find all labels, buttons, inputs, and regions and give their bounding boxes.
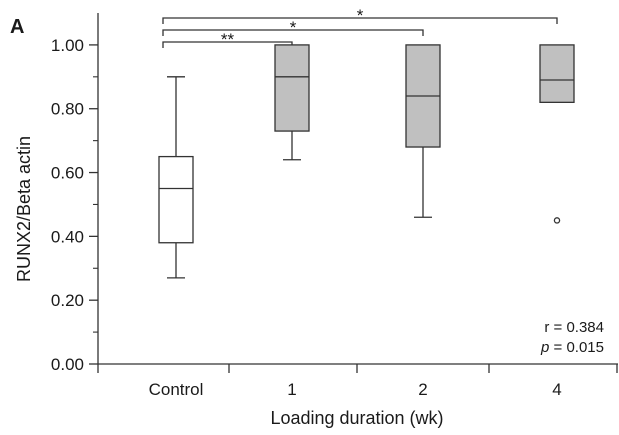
- x-axis-title: Loading duration (wk): [270, 408, 443, 428]
- significance-label: *: [357, 6, 364, 25]
- box-body: [274, 44, 310, 132]
- y-axis: 0.00 0.20 0.40 0.60 0.80 1.00: [51, 13, 99, 374]
- box-body: [539, 44, 575, 103]
- significance-bracket: **: [162, 30, 293, 49]
- p-value: = 0.015: [549, 339, 604, 356]
- x-tick-label: 4: [552, 380, 561, 399]
- outlier-point: [553, 217, 561, 224]
- bracket-line: [162, 17, 558, 24]
- p-symbol: p: [540, 339, 549, 356]
- x-axis: Control 1 2 4: [97, 363, 618, 399]
- bracket-line: [162, 29, 424, 36]
- x-tick-label: 2: [418, 380, 427, 399]
- box-2: [405, 44, 441, 218]
- box-body: [158, 155, 194, 244]
- box-4: [539, 44, 575, 224]
- significance-label: *: [290, 18, 297, 37]
- panel-label: A: [10, 16, 24, 38]
- x-tick-label: 1: [287, 380, 296, 399]
- significance-brackets: ****: [162, 6, 558, 49]
- y-tick-label: 0.80: [51, 100, 84, 119]
- significance-bracket: *: [162, 18, 424, 37]
- box-layer: [158, 44, 575, 279]
- box-1: [274, 44, 310, 161]
- significance-bracket: *: [162, 6, 558, 25]
- y-tick-label: 0.20: [51, 291, 84, 310]
- p-value-text: p = 0.015: [540, 339, 604, 356]
- y-tick-label: 0.60: [51, 164, 84, 183]
- r-value-text: r = 0.384: [544, 319, 604, 336]
- y-tick-label: 1.00: [51, 36, 84, 55]
- y-tick-label: 0.40: [51, 227, 84, 246]
- box-control: [158, 76, 194, 279]
- y-tick-label: 0.00: [51, 355, 84, 374]
- x-tick-label: Control: [149, 380, 204, 399]
- significance-label: **: [221, 30, 235, 49]
- y-axis-title: RUNX2/Beta actin: [14, 136, 34, 282]
